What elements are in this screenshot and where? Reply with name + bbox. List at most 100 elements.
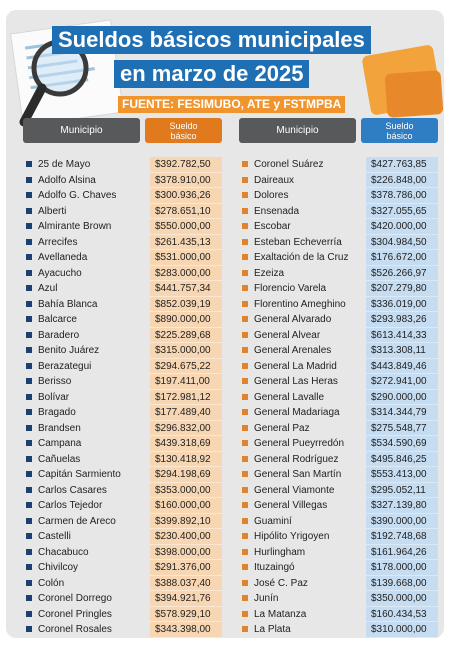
sueldo-value: $314.344,79 — [366, 405, 438, 421]
table-row: Alberti $278.651,10 — [23, 203, 222, 219]
table-row: Almirante Brown $550.000,00 — [23, 219, 222, 235]
sueldo-value: $392.782,50 — [150, 157, 222, 173]
municipio-name: Florencio Varela — [254, 283, 327, 294]
municipio-name: Coronel Pringles — [38, 608, 112, 620]
folder-illustration-back — [384, 70, 444, 118]
bullet-square-icon — [242, 331, 248, 338]
municipio-name: Florentino Ameghino — [254, 298, 346, 310]
table-row: General Lavalle $290.000,00 — [239, 389, 438, 405]
bullet-square-icon — [26, 424, 32, 431]
municipio-name: Avellaneda — [38, 252, 88, 263]
bullet-square-icon — [242, 533, 248, 539]
sueldo-value: $350.000,00 — [366, 591, 438, 607]
bullet-square-icon — [26, 610, 32, 617]
sueldo-value: $291.376,00 — [150, 560, 222, 576]
table-row: Junín $350.000,00 — [239, 591, 438, 607]
sueldo-value: $553.413,00 — [366, 467, 438, 483]
bullet-square-icon — [242, 347, 248, 353]
bullet-square-icon — [26, 300, 32, 307]
municipio-name: Ituzaingó — [254, 562, 295, 573]
bullet-square-icon — [26, 254, 32, 260]
municipio-name: Capitán Sarmiento — [38, 469, 121, 480]
municipio-name: Coronel Dorrego — [38, 593, 112, 604]
bullet-square-icon — [26, 486, 32, 493]
bullet-square-icon — [242, 378, 248, 384]
sueldo-value: $225.289,68 — [150, 327, 222, 343]
municipio-name: Alberti — [38, 205, 67, 217]
bullet-square-icon — [242, 610, 248, 617]
municipio-name: Berazategui — [38, 360, 92, 372]
bullet-square-icon — [242, 409, 248, 415]
table-header: Municipio Sueldo básico — [23, 118, 222, 143]
sueldo-value: $197.411,00 — [150, 374, 222, 390]
municipio-name: Arrecifes — [38, 236, 78, 248]
municipio-name: Chivilcoy — [38, 562, 79, 573]
bullet-square-icon — [242, 595, 248, 601]
municipio-name: Guaminí — [254, 515, 292, 527]
bullet-square-icon — [26, 440, 32, 446]
column-header-municipio: Municipio — [239, 118, 356, 143]
sueldo-value: $526.266,97 — [366, 265, 438, 281]
table-row: Hurlingham $161.964,26 — [239, 544, 438, 560]
bullet-square-icon — [26, 362, 32, 369]
municipio-name: General Arenales — [254, 345, 332, 356]
table-row: General Viamonte $295.052,11 — [239, 482, 438, 498]
municipio-name: Bragado — [38, 407, 76, 418]
bullet-square-icon — [26, 223, 32, 229]
sueldo-value: $139.668,00 — [366, 575, 438, 591]
sueldo-value: $293.983,26 — [366, 312, 438, 328]
table-row: Exaltación de la Cruz $176.672,00 — [239, 250, 438, 266]
sueldo-value: $310.000,00 — [366, 622, 438, 638]
bullet-square-icon — [242, 424, 248, 431]
bullet-square-icon — [242, 254, 248, 260]
municipio-name: General San Martín — [254, 469, 342, 480]
column-header-municipio: Municipio — [23, 118, 140, 143]
sueldo-value: $313.308,11 — [366, 343, 438, 359]
sueldo-value: $390.000,00 — [366, 513, 438, 529]
sueldo-value: $295.052,11 — [366, 482, 438, 498]
bullet-square-icon — [26, 579, 32, 586]
table-row: Coronel Rosales $343.398,00 — [23, 622, 222, 638]
bullet-square-icon — [26, 347, 32, 353]
table-row: Dolores $378.786,00 — [239, 188, 438, 204]
municipio-name: Balcarce — [38, 314, 77, 325]
sueldo-value: $294.675,22 — [150, 358, 222, 374]
table-row: Florentino Ameghino $336.019,00 — [239, 296, 438, 312]
municipio-name: Almirante Brown — [38, 221, 112, 232]
table-row: Balcarce $890.000,00 — [23, 312, 222, 328]
table-row: General Pueyrredón $534.590,69 — [239, 436, 438, 452]
sueldo-value: $441.757,34 — [150, 281, 222, 297]
sueldo-value: $192.748,68 — [366, 529, 438, 545]
table-row: Hipólito Yrigoyen $192.748,68 — [239, 529, 438, 545]
table-header: Municipio Sueldo básico — [239, 118, 438, 143]
sueldo-value: $315.000,00 — [150, 343, 222, 359]
municipio-name: General Viamonte — [254, 484, 335, 496]
municipio-name: Esteban Echeverría — [254, 236, 342, 248]
table-row: Arrecifes $261.435,13 — [23, 234, 222, 250]
municipio-name: General Villegas — [254, 500, 328, 511]
bullet-square-icon — [26, 285, 32, 291]
municipio-name: Bolívar — [38, 391, 70, 403]
bullet-square-icon — [242, 548, 248, 555]
table-row: Benito Juárez $315.000,00 — [23, 343, 222, 359]
table-row: Coronel Dorrego $394.921,76 — [23, 591, 222, 607]
table-row: Berazategui $294.675,22 — [23, 358, 222, 374]
bullet-square-icon — [242, 502, 248, 508]
municipio-name: Daireaux — [254, 174, 295, 186]
table-body: 25 de Mayo $392.782,50 Adolfo Alsina $378.9… — [23, 157, 222, 638]
municipio-name: Cañuelas — [38, 453, 81, 465]
municipio-name: General Pueyrredón — [254, 438, 345, 449]
municipio-name: Campana — [38, 438, 82, 449]
table-row: Ensenada $327.055,65 — [239, 203, 438, 219]
municipio-name: General Lavalle — [254, 391, 325, 403]
sueldo-value: $890.000,00 — [150, 312, 222, 328]
bullet-square-icon — [26, 269, 32, 276]
municipio-name: Carlos Casares — [38, 484, 107, 496]
bullet-square-icon — [26, 378, 32, 384]
bullet-square-icon — [242, 316, 248, 322]
municipio-name: General Alvarado — [254, 314, 332, 325]
sueldo-value: $852.039,19 — [150, 296, 222, 312]
table-row: La Plata $310.000,00 — [239, 622, 438, 638]
title-line-1: Sueldos básicos municipales — [52, 26, 371, 54]
bullet-square-icon — [242, 362, 248, 369]
